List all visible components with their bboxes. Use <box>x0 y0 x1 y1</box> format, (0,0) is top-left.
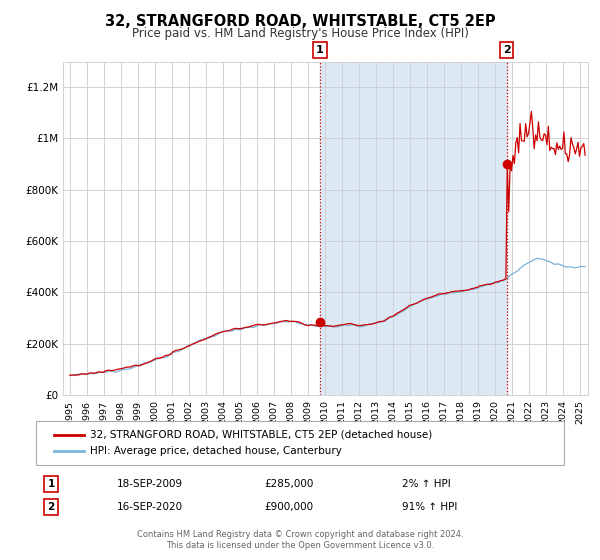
Text: 32, STRANGFORD ROAD, WHITSTABLE, CT5 2EP (detached house): 32, STRANGFORD ROAD, WHITSTABLE, CT5 2EP… <box>90 430 432 440</box>
Text: This data is licensed under the Open Government Licence v3.0.: This data is licensed under the Open Gov… <box>166 541 434 550</box>
Text: 2: 2 <box>47 502 55 512</box>
Text: 32, STRANGFORD ROAD, WHITSTABLE, CT5 2EP: 32, STRANGFORD ROAD, WHITSTABLE, CT5 2EP <box>104 14 496 29</box>
Text: Price paid vs. HM Land Registry's House Price Index (HPI): Price paid vs. HM Land Registry's House … <box>131 27 469 40</box>
Text: 2% ↑ HPI: 2% ↑ HPI <box>402 479 451 489</box>
Bar <box>320 62 507 395</box>
Text: 1: 1 <box>316 45 324 55</box>
Text: £900,000: £900,000 <box>264 502 313 512</box>
Text: Contains HM Land Registry data © Crown copyright and database right 2024.: Contains HM Land Registry data © Crown c… <box>137 530 463 539</box>
Text: 91% ↑ HPI: 91% ↑ HPI <box>402 502 457 512</box>
Text: HPI: Average price, detached house, Canterbury: HPI: Average price, detached house, Cant… <box>90 446 342 456</box>
Text: £285,000: £285,000 <box>264 479 313 489</box>
Text: 16-SEP-2020: 16-SEP-2020 <box>117 502 183 512</box>
Text: 1: 1 <box>47 479 55 489</box>
Text: 2: 2 <box>503 45 511 55</box>
Text: 18-SEP-2009: 18-SEP-2009 <box>117 479 183 489</box>
